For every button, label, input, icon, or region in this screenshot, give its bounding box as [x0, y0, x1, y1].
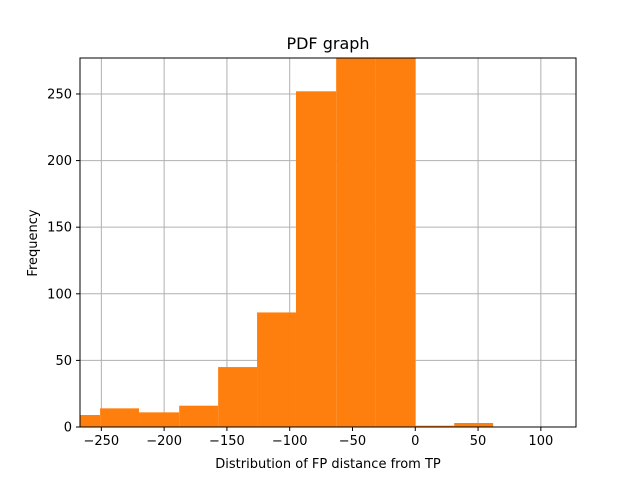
x-axis-title: Distribution of FP distance from TP	[215, 457, 441, 472]
histogram-bar	[139, 412, 180, 427]
histogram-bar	[295, 91, 337, 427]
y-tick-label: 0	[64, 421, 72, 436]
x-tick-label: −250	[83, 434, 119, 449]
x-tick-label: −100	[272, 434, 308, 449]
histogram-bar	[415, 425, 455, 427]
x-tick-label: −150	[209, 434, 245, 449]
x-tick-label: 50	[470, 434, 487, 449]
bars-layer	[80, 58, 494, 427]
histogram-bar	[218, 367, 258, 427]
y-tick-label: 200	[47, 154, 72, 169]
ticks-layer: −250 −200 −150 −100 −50 0 50 100 0 50 100 150 200 250	[47, 87, 553, 449]
histogram-bar	[257, 312, 296, 427]
x-tick-label: 0	[411, 434, 419, 449]
y-tick-label: 100	[47, 287, 72, 302]
histogram-bar	[179, 405, 219, 427]
y-tick-label: 50	[55, 354, 72, 369]
x-tick-label: −200	[146, 434, 182, 449]
histogram-bar	[336, 58, 376, 427]
y-tick-label: 250	[47, 87, 72, 102]
y-tick-label: 150	[47, 221, 72, 236]
chart-title: PDF graph	[286, 34, 369, 53]
x-tick-label: 100	[528, 434, 553, 449]
histogram-bar	[80, 415, 101, 427]
x-tick-label: −50	[339, 434, 366, 449]
plot-frame	[79, 57, 577, 428]
histogram-bar	[454, 423, 494, 427]
histogram-bar	[375, 58, 416, 427]
y-axis-title: Frequency	[26, 209, 41, 276]
histogram-bar	[100, 408, 140, 427]
